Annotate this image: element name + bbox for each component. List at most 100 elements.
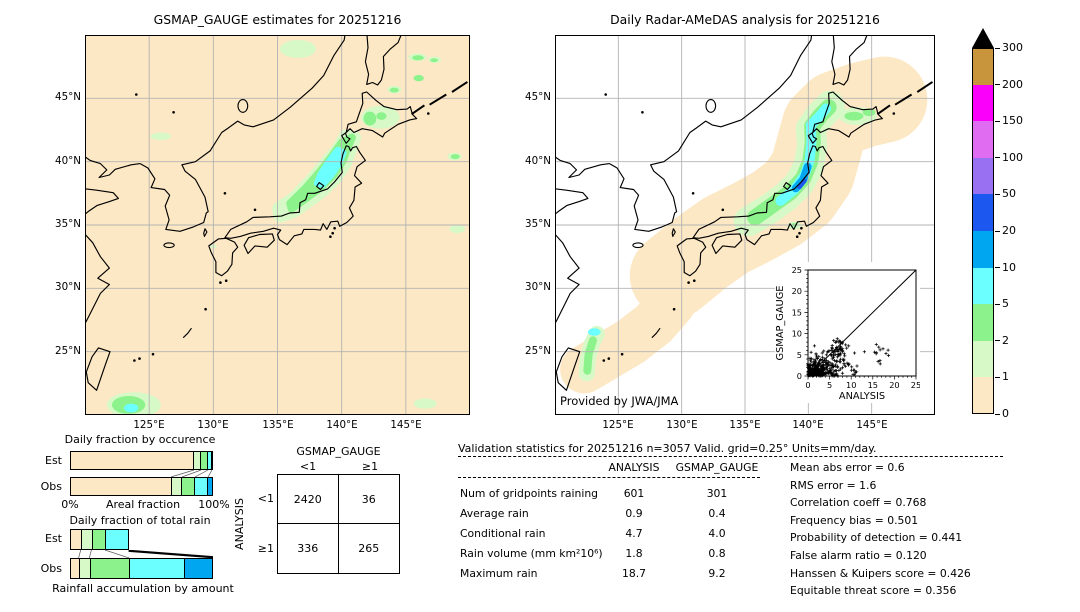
colorbar-tick-label: 20 — [1002, 224, 1016, 237]
bar-segment — [193, 452, 201, 469]
lat-tick-label: 25°N — [525, 345, 551, 357]
occurrence-obs-label: Obs — [40, 480, 62, 493]
bar-segment — [81, 530, 92, 549]
inset-x-label: ANALYSIS — [839, 391, 885, 402]
inset-y-label: GSMAP_GAUGE — [775, 285, 786, 360]
lon-tick-label: 125°E — [133, 419, 165, 431]
right-map-title: Daily Radar-AMeDAS analysis for 20251216 — [610, 12, 880, 27]
stats-value-gsmap: 9.2 — [708, 567, 726, 580]
occurrence-obs-bar — [70, 477, 213, 496]
colorbar-segment — [972, 84, 994, 122]
stats-row-label: Average rain — [460, 507, 529, 520]
bar-segment — [210, 452, 212, 469]
colorbar-tick-label: 1 — [1002, 370, 1009, 384]
lat-tick-label: 45°N — [525, 91, 551, 103]
colorbar-tick-label: 100 — [1002, 150, 1023, 164]
totalrain-obs-bar — [70, 558, 213, 579]
colorbar-tick-mark — [995, 157, 1000, 159]
stats-row-label: Rain volume (mm km²10⁶) — [460, 547, 603, 560]
colorbar-segment — [972, 121, 994, 158]
stats-title: Validation statistics for 20251216 n=305… — [458, 442, 877, 455]
svg-text:15: 15 — [792, 307, 802, 317]
colorbar-tick-label: 5 — [1002, 297, 1009, 311]
lon-tick-label: 130°E — [666, 419, 698, 431]
colorbar-tick-label: 150 — [1002, 114, 1023, 128]
colorbar-frame — [972, 48, 994, 414]
bar-segment — [71, 530, 82, 549]
skill-score-row: False alarm ratio = 0.120 — [790, 549, 927, 562]
skill-score-row: Correlation coeff = 0.768 — [790, 496, 927, 510]
lon-tick-label: 125°E — [602, 419, 634, 431]
colorbar-tick-label: 200 — [1002, 77, 1023, 91]
lon-tick-label: 140°E — [326, 419, 358, 431]
bar-segment — [90, 559, 130, 578]
colorbar-extend-triangle — [972, 28, 994, 48]
bar-segment — [79, 559, 91, 578]
colorbar-tick-mark — [995, 376, 1000, 378]
stats-divider-header — [458, 477, 760, 478]
lon-tick-label: 140°E — [792, 419, 824, 431]
stats-value-gsmap: 0.8 — [708, 547, 726, 560]
contingency-row-label-lt1: <1 — [257, 492, 274, 505]
colorbar-tick-label: 10 — [1002, 260, 1016, 274]
stats-divider-top — [458, 456, 1003, 457]
skill-score-row: RMS error = 1.6 — [790, 478, 877, 492]
bar-segment — [129, 559, 185, 578]
bar-segment — [207, 452, 211, 469]
lat-tick-label: 40°N — [525, 155, 551, 167]
contingency-col-label-lt1: <1 — [299, 460, 317, 473]
contingency-row-label-ge1: ≥1 — [257, 542, 274, 555]
lat-tick-label: 30°N — [525, 281, 551, 293]
colorbar-segment — [972, 231, 994, 268]
stats-value-analysis: 601 — [623, 487, 645, 500]
colorbar-tick-label: 0 — [1002, 407, 1009, 420]
lat-tick-label: 35°N — [525, 218, 551, 230]
svg-text:5: 5 — [827, 380, 832, 390]
stats-value-analysis: 1.8 — [625, 547, 643, 560]
colorbar-tick-mark — [995, 303, 1000, 305]
occurrence-est-label: Est — [45, 454, 62, 467]
svg-text:0: 0 — [797, 371, 802, 381]
colorbar-tick-mark — [995, 413, 1000, 415]
lat-tick-label: 25°N — [55, 345, 81, 357]
bar-segment — [170, 478, 182, 495]
stats-value-analysis: 4.7 — [625, 527, 643, 540]
colorbar-tick-label: 2 — [1002, 333, 1009, 347]
colorbar-tick-mark — [995, 47, 1000, 49]
colorbar-tick-mark — [995, 120, 1000, 122]
skill-score-row: Probability of detection = 0.441 — [790, 531, 963, 545]
contingency-col-group: GSMAP_GAUGE — [296, 445, 381, 458]
colorbar-tick-label: 50 — [1002, 187, 1016, 201]
stats-value-gsmap: 4.0 — [708, 527, 726, 540]
totalrain-connectors — [78, 550, 214, 558]
lat-tick-label: 35°N — [55, 218, 81, 230]
lon-tick-label: 145°E — [390, 419, 422, 431]
occurrence-x-min: 0% — [61, 498, 79, 511]
stats-value-analysis: 18.7 — [621, 567, 647, 580]
colorbar-segment — [972, 304, 994, 341]
colorbar-segment — [972, 267, 994, 305]
bar-segment — [200, 452, 208, 469]
lon-tick-label: 135°E — [729, 419, 761, 431]
bar-segment — [194, 478, 208, 495]
svg-text:10: 10 — [846, 380, 856, 390]
map-credit: Provided by JWA/JMA — [560, 394, 679, 408]
occurrence-est-bar — [70, 451, 213, 470]
colorbar-tick-mark — [995, 230, 1000, 232]
stats-row-label: Conditional rain — [460, 527, 546, 540]
bar-segment — [71, 478, 171, 495]
svg-text:25: 25 — [911, 380, 920, 390]
lon-tick-label: 135°E — [262, 419, 294, 431]
bar-segment — [71, 452, 194, 469]
contingency-cell-hit: 265 — [358, 542, 380, 555]
stats-value-gsmap: 0.4 — [708, 507, 726, 520]
occurrence-x-max: 100% — [198, 498, 230, 511]
colorbar-tick-label: 300 — [1002, 41, 1023, 54]
svg-text:5: 5 — [797, 350, 802, 360]
colorbar-segment — [972, 340, 994, 378]
contingency-cell-hit-none: 2420 — [278, 475, 339, 524]
stats-value-analysis: 0.9 — [625, 507, 643, 520]
bar-segment — [207, 478, 212, 495]
stats-col-analysis: ANALYSIS — [608, 461, 660, 474]
